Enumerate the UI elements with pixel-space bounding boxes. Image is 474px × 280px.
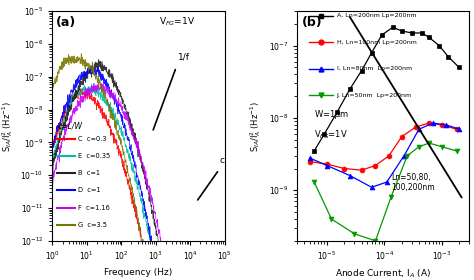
Text: G  c=3.5: G c=3.5 [78, 222, 107, 228]
Y-axis label: S$_{IA}$/I$^2_A$ (Hz$^{-1}$): S$_{IA}$/I$^2_A$ (Hz$^{-1}$) [0, 101, 15, 151]
Text: H, Ln=100nm Lp=200nm: H, Ln=100nm Lp=200nm [337, 40, 417, 45]
Text: C  c=0.3: C c=0.3 [78, 136, 107, 142]
Text: A, Ln=200nm Lp=200nm: A, Ln=200nm Lp=200nm [337, 13, 416, 18]
Text: V$_{FG}$=1V: V$_{FG}$=1V [159, 16, 195, 28]
X-axis label: Anode Current, I$_{A}$ (A): Anode Current, I$_{A}$ (A) [335, 268, 431, 280]
Text: J, Ln=50nm  Lp=200nm: J, Ln=50nm Lp=200nm [337, 92, 411, 97]
Text: D  c=1: D c=1 [78, 187, 100, 193]
Text: F  c=1.16: F c=1.16 [78, 204, 110, 211]
Text: W=1$\mu$m: W=1$\mu$m [314, 108, 349, 121]
Text: 1/f: 1/f [178, 52, 190, 61]
Text: E  c=0.35: E c=0.35 [78, 153, 110, 159]
Text: c: c [219, 156, 224, 165]
Text: c=L/W: c=L/W [57, 122, 82, 130]
Text: B  c=1: B c=1 [78, 170, 100, 176]
Text: (a): (a) [55, 16, 76, 29]
Text: V$_{FG}$=1V: V$_{FG}$=1V [314, 129, 348, 141]
Text: (b): (b) [302, 16, 323, 29]
Text: Ln=50,80,
100,200nm: Ln=50,80, 100,200nm [392, 173, 435, 192]
X-axis label: Frequency (Hz): Frequency (Hz) [104, 268, 173, 277]
Text: I, Ln=80nm  Lp=200nm: I, Ln=80nm Lp=200nm [337, 66, 411, 71]
Y-axis label: S$_{IA}$/I$^2_A$ (Hz$^{-1}$): S$_{IA}$/I$^2_A$ (Hz$^{-1}$) [248, 101, 263, 151]
